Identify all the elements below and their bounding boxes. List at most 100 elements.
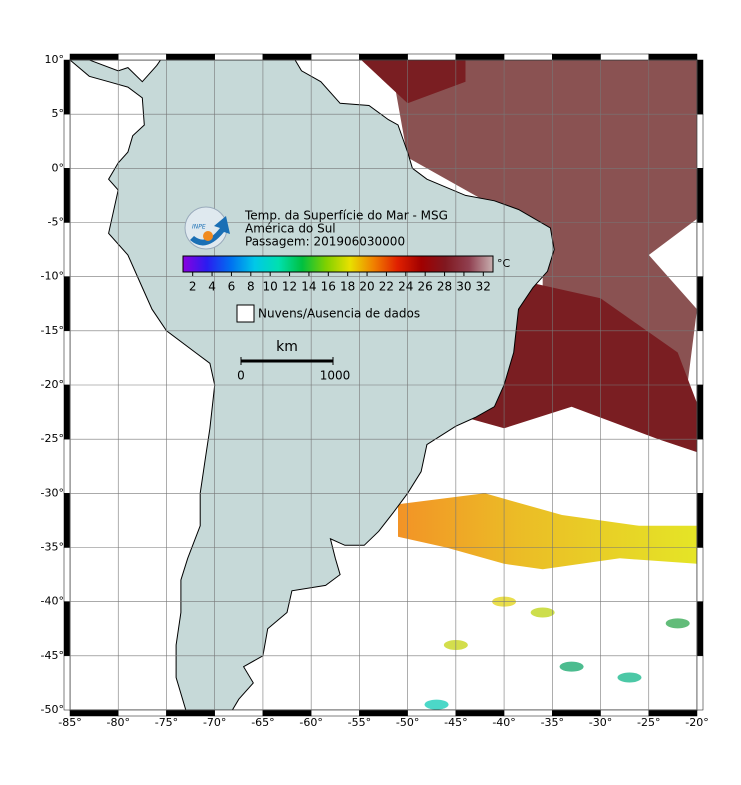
- y-tick-label: 5°: [52, 107, 65, 120]
- frame-bar: [600, 53, 650, 61]
- sst-patch: [617, 672, 642, 683]
- sst-patch: [559, 661, 584, 672]
- y-tick-label: -50°: [41, 703, 64, 716]
- frame-bar: [63, 330, 71, 386]
- colorbar-tick-label: 22: [379, 280, 394, 294]
- scalebar-label: 0: [237, 369, 245, 383]
- x-tick-label: -45°: [444, 716, 467, 729]
- colorbar-tick-label: 32: [476, 280, 491, 294]
- y-tick-label: -35°: [41, 541, 64, 554]
- colorbar-tick-label: 18: [340, 280, 355, 294]
- frame-bar: [214, 53, 264, 61]
- frame-bar: [696, 547, 704, 602]
- frame-bar: [696, 330, 704, 386]
- x-tick-label: -55°: [348, 716, 371, 729]
- colorbar-tick-label: 10: [263, 280, 278, 294]
- map-area: [70, 60, 697, 710]
- frame-bar: [696, 438, 704, 494]
- y-tick-label: -25°: [41, 432, 64, 445]
- colorbar-tick-label: 8: [247, 280, 255, 294]
- frame-bar: [262, 53, 312, 61]
- y-tick-label: -30°: [41, 486, 64, 499]
- legend-title: Temp. da Superfície do Mar - MSG: [244, 209, 448, 223]
- frame-bar: [310, 53, 360, 61]
- sst-patch: [530, 607, 555, 618]
- legend: INPE Temp. da Superfície do Mar - MSG Am…: [182, 206, 511, 383]
- frame-bar: [696, 59, 704, 115]
- legend-time: Passagem: 201906030000: [245, 235, 405, 249]
- x-tick-label: -85°: [58, 716, 81, 729]
- frame-bar: [63, 222, 71, 277]
- frame-bar: [166, 53, 215, 61]
- frame-bar: [359, 53, 408, 61]
- frame-bar: [455, 53, 505, 61]
- frame-bar: [696, 493, 704, 548]
- frame-bar: [63, 493, 71, 548]
- colorbar-tick-label: 20: [359, 280, 374, 294]
- frame-bar: [648, 53, 698, 61]
- y-tick-label: -5°: [48, 216, 64, 229]
- missing-swatch: [236, 304, 255, 323]
- x-tick-label: -30°: [589, 716, 612, 729]
- frame-bar: [63, 438, 71, 494]
- frame-bar: [696, 601, 704, 657]
- y-tick-label: -45°: [41, 649, 64, 662]
- colorbar-tick-label: 24: [398, 280, 413, 294]
- logo-arrow: [190, 216, 230, 246]
- scalebar-label: 1000: [320, 369, 351, 383]
- frame-bar: [407, 53, 457, 61]
- y-tick-label: -20°: [41, 378, 64, 391]
- frame-bar: [503, 53, 553, 61]
- frame-bar: [696, 222, 704, 277]
- frame-bar: [696, 655, 704, 711]
- colorbar-tick-label: 2: [189, 280, 197, 294]
- logo-text: INPE: [192, 224, 206, 231]
- scalebar-unit: km: [276, 339, 298, 355]
- logo-dot: [203, 231, 213, 241]
- sst-warm: [361, 60, 466, 104]
- y-tick-label: 0°: [52, 161, 65, 174]
- x-tick-label: -20°: [685, 716, 708, 729]
- frame-bar: [63, 168, 71, 223]
- sst-warm: [465, 276, 697, 453]
- colorbar-tick-label: 28: [437, 280, 452, 294]
- y-tick-label: -15°: [41, 324, 64, 337]
- x-tick-label: -80°: [106, 716, 129, 729]
- frame-bar: [552, 53, 601, 61]
- x-tick-label: -50°: [396, 716, 419, 729]
- x-tick-label: -70°: [203, 716, 226, 729]
- y-tick-label: 10°: [45, 53, 65, 66]
- x-tick-label: -40°: [492, 716, 515, 729]
- frame-bar: [63, 601, 71, 657]
- colorbar: [182, 255, 494, 273]
- colorbar-tick-label: 6: [228, 280, 236, 294]
- frame-bar: [63, 384, 71, 440]
- sst-patch: [665, 618, 690, 629]
- frame-bar: [63, 59, 71, 115]
- x-tick-label: -25°: [637, 716, 660, 729]
- sst-band: [398, 493, 697, 570]
- frame-bar: [69, 53, 119, 61]
- y-tick-label: -10°: [41, 270, 64, 283]
- frame-bar: [696, 113, 704, 169]
- sst-patch: [424, 699, 449, 710]
- colorbar-tick-label: 26: [418, 280, 433, 294]
- missing-label: Nuvens/Ausencia de dados: [258, 307, 420, 321]
- x-tick-label: -60°: [299, 716, 322, 729]
- colorbar-tick-label: 14: [301, 280, 316, 294]
- axes: -85° -80° -75° -70° -65° -60° -55° -50° -45° -40°…: [41, 53, 709, 729]
- frame-bar: [63, 276, 71, 332]
- legend-region: América do Sul: [245, 222, 336, 236]
- x-tick-label: -35°: [541, 716, 564, 729]
- colorbar-tick-label: 12: [282, 280, 297, 294]
- colorbar-tick-label: 4: [208, 280, 216, 294]
- colorbar-unit: °C: [497, 257, 511, 270]
- frame-bar: [117, 53, 167, 61]
- frame-bar: [63, 547, 71, 602]
- x-tick-label: -75°: [155, 716, 178, 729]
- frame-bar: [696, 168, 704, 223]
- y-tick-label: -40°: [41, 595, 64, 608]
- colorbar-tick-label: 16: [321, 280, 336, 294]
- colorbar-tick-label: 30: [456, 280, 471, 294]
